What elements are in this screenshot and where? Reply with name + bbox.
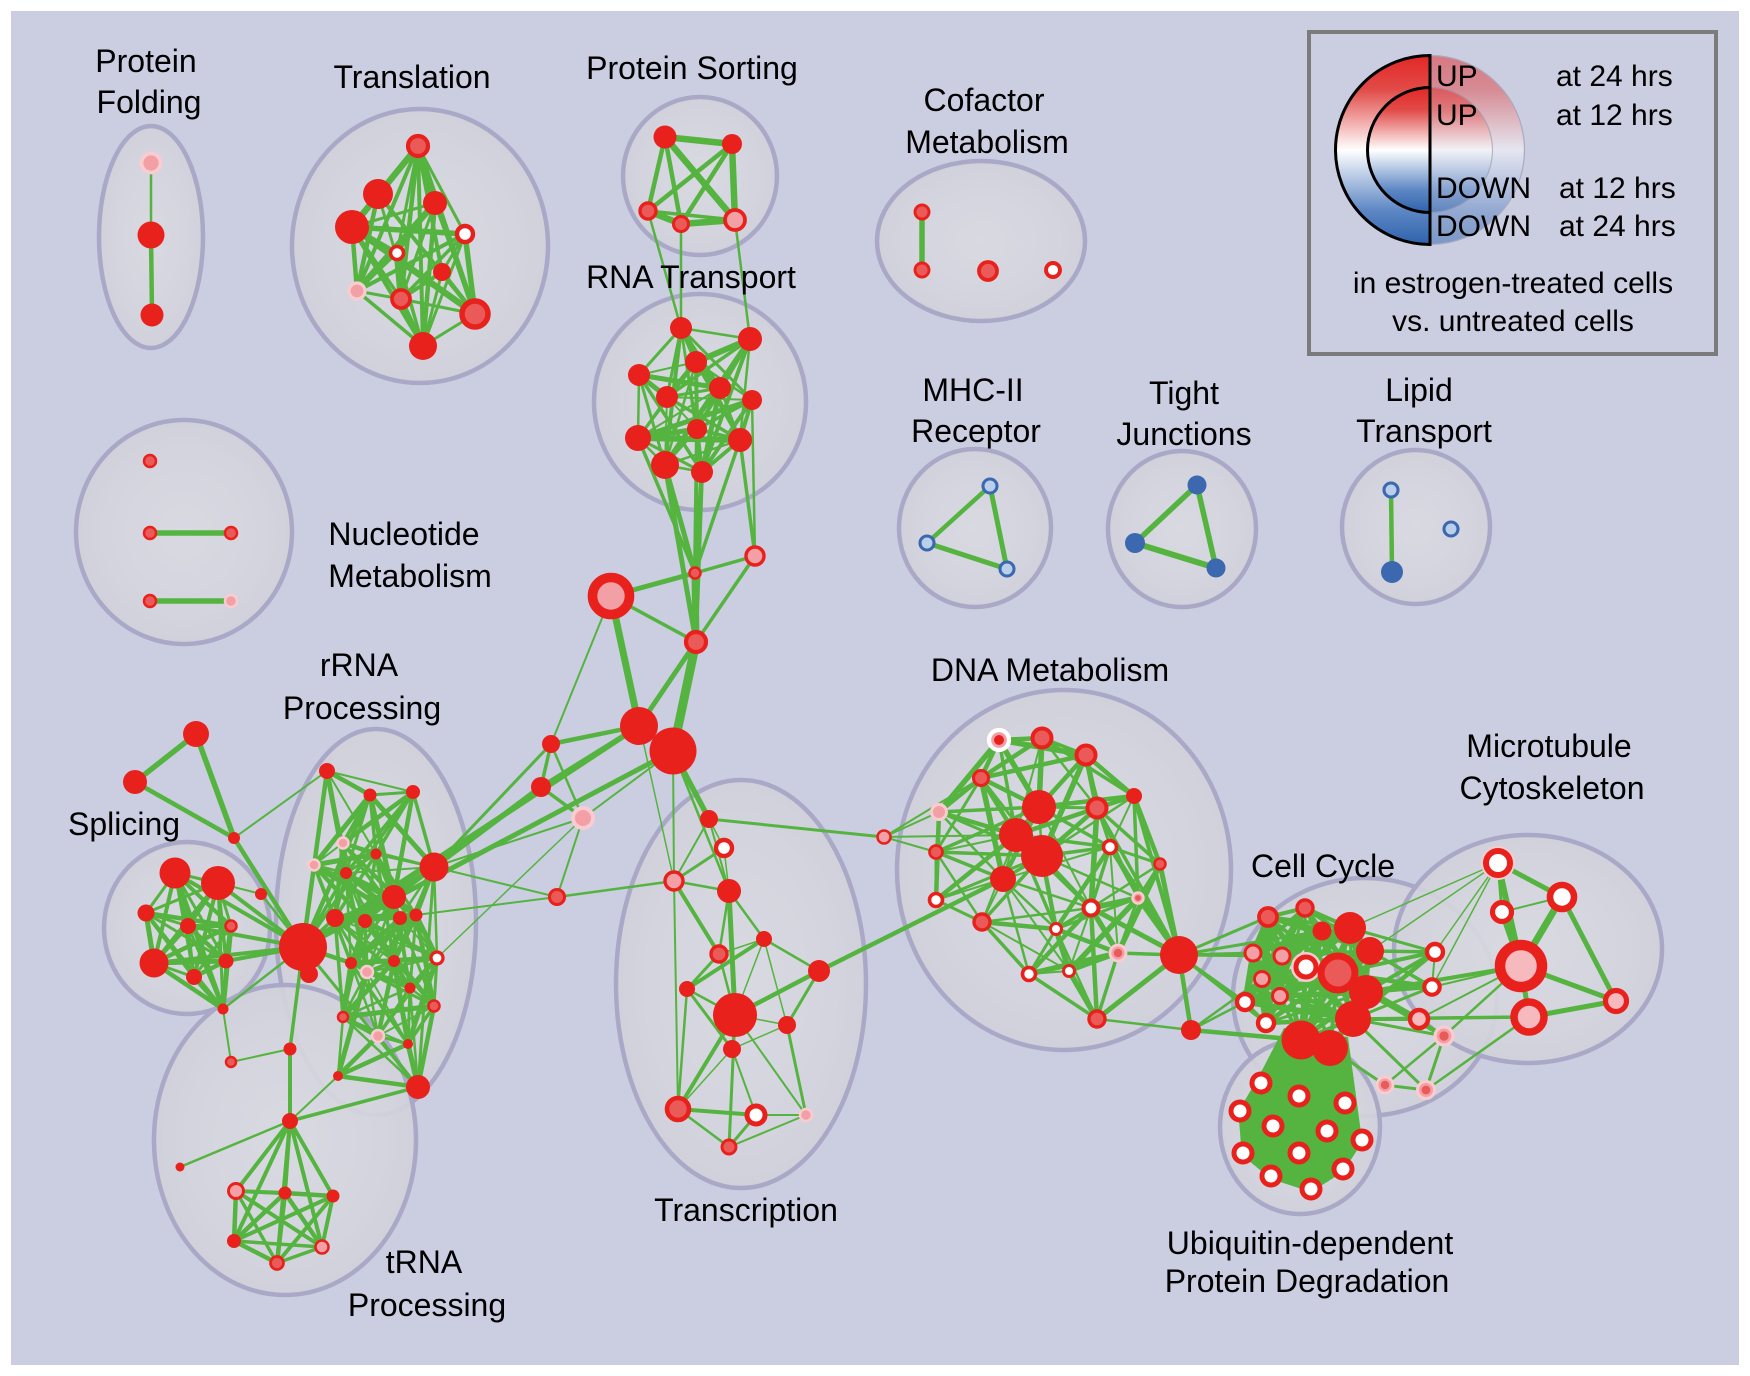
svg-text:Nucleotide: Nucleotide xyxy=(328,516,479,552)
svg-text:Lipid: Lipid xyxy=(1385,372,1453,408)
svg-text:Metabolism: Metabolism xyxy=(328,558,492,594)
svg-text:vs. untreated cells: vs. untreated cells xyxy=(1392,305,1634,338)
svg-text:Transport: Transport xyxy=(1356,413,1492,449)
svg-text:Processing: Processing xyxy=(348,1287,506,1323)
svg-text:Protein: Protein xyxy=(95,43,196,79)
svg-text:Ubiquitin-dependent: Ubiquitin-dependent xyxy=(1167,1225,1454,1261)
svg-text:at 12 hrs: at 12 hrs xyxy=(1559,172,1676,205)
svg-text:at 24 hrs: at 24 hrs xyxy=(1556,60,1673,93)
svg-text:in estrogen-treated cells: in estrogen-treated cells xyxy=(1353,267,1673,300)
svg-text:Microtubule: Microtubule xyxy=(1466,728,1631,764)
svg-text:MHC-II: MHC-II xyxy=(922,372,1023,408)
svg-text:Metabolism: Metabolism xyxy=(905,124,1069,160)
svg-text:at 12 hrs: at 12 hrs xyxy=(1556,99,1673,132)
svg-text:tRNA: tRNA xyxy=(386,1244,463,1280)
svg-text:Processing: Processing xyxy=(283,690,441,726)
svg-text:Junctions: Junctions xyxy=(1116,416,1251,452)
svg-text:Transcription: Transcription xyxy=(654,1192,838,1228)
svg-text:Protein Degradation: Protein Degradation xyxy=(1165,1263,1450,1299)
svg-text:Protein Sorting: Protein Sorting xyxy=(586,50,798,86)
svg-text:at 24 hrs: at 24 hrs xyxy=(1559,210,1676,243)
svg-text:UP: UP xyxy=(1436,60,1478,93)
svg-text:UP: UP xyxy=(1436,99,1478,132)
svg-text:DNA Metabolism: DNA Metabolism xyxy=(931,652,1169,688)
svg-text:Cofactor: Cofactor xyxy=(924,82,1045,118)
svg-text:Folding: Folding xyxy=(97,84,202,120)
svg-text:Cell Cycle: Cell Cycle xyxy=(1251,848,1395,884)
svg-text:Cytoskeleton: Cytoskeleton xyxy=(1460,770,1645,806)
svg-text:Translation: Translation xyxy=(333,59,490,95)
svg-text:rRNA: rRNA xyxy=(320,647,399,683)
svg-text:Splicing: Splicing xyxy=(68,806,180,842)
svg-text:RNA Transport: RNA Transport xyxy=(586,259,796,295)
svg-text:DOWN: DOWN xyxy=(1436,210,1531,243)
svg-text:Tight: Tight xyxy=(1149,375,1219,411)
svg-text:DOWN: DOWN xyxy=(1436,172,1531,205)
svg-text:Receptor: Receptor xyxy=(911,413,1041,449)
